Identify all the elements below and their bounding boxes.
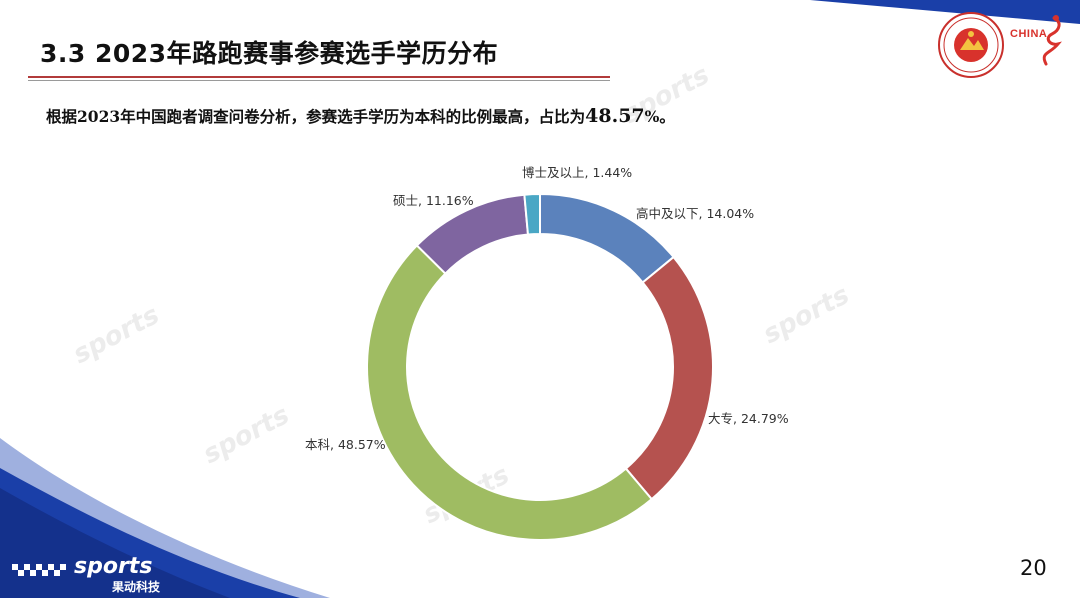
data-label-3: 本科, 48.57%: [305, 437, 386, 452]
checkered-flag-icon: [12, 564, 66, 576]
china-marathon-logo-text: CHINA: [1010, 28, 1048, 40]
summary-value: 48.57: [585, 105, 645, 127]
slide-title: 3.3 2023年路跑赛事参赛选手学历分布: [40, 39, 499, 68]
page-number: 20: [1020, 556, 1047, 580]
donut-slice-5: [523, 192, 541, 236]
donut-slice-3: [366, 244, 654, 541]
summary-suffix: %。: [644, 107, 675, 126]
data-label-1: 高中及以下, 14.04%: [636, 206, 754, 221]
brand-name: sports: [74, 554, 153, 579]
donut-slice-2: [624, 255, 714, 501]
summary-text: 根据2023年中国跑者调查问卷分析，参赛选手学历为本科的比例最高，占比为48.5…: [46, 105, 675, 127]
title-underline: [28, 76, 610, 82]
brand-cn-name: 果动科技: [112, 580, 161, 594]
data-label-5: 博士及以上, 1.44%: [522, 165, 632, 180]
summary-prefix: 根据2023年中国跑者调查问卷分析，参赛选手学历为本科的比例最高，占比为: [46, 107, 586, 126]
runner-swoosh-icon: [1042, 15, 1062, 66]
data-label-2: 大专, 24.79%: [708, 411, 789, 426]
china-marathon-logo: CHINA: [1010, 14, 1070, 72]
brand-logo: sports 果动科技: [8, 554, 188, 596]
athletics-association-seal-icon: [938, 12, 1004, 78]
top-right-corner-decoration: [790, 0, 1080, 60]
data-label-4: 硕士, 11.16%: [393, 193, 474, 208]
